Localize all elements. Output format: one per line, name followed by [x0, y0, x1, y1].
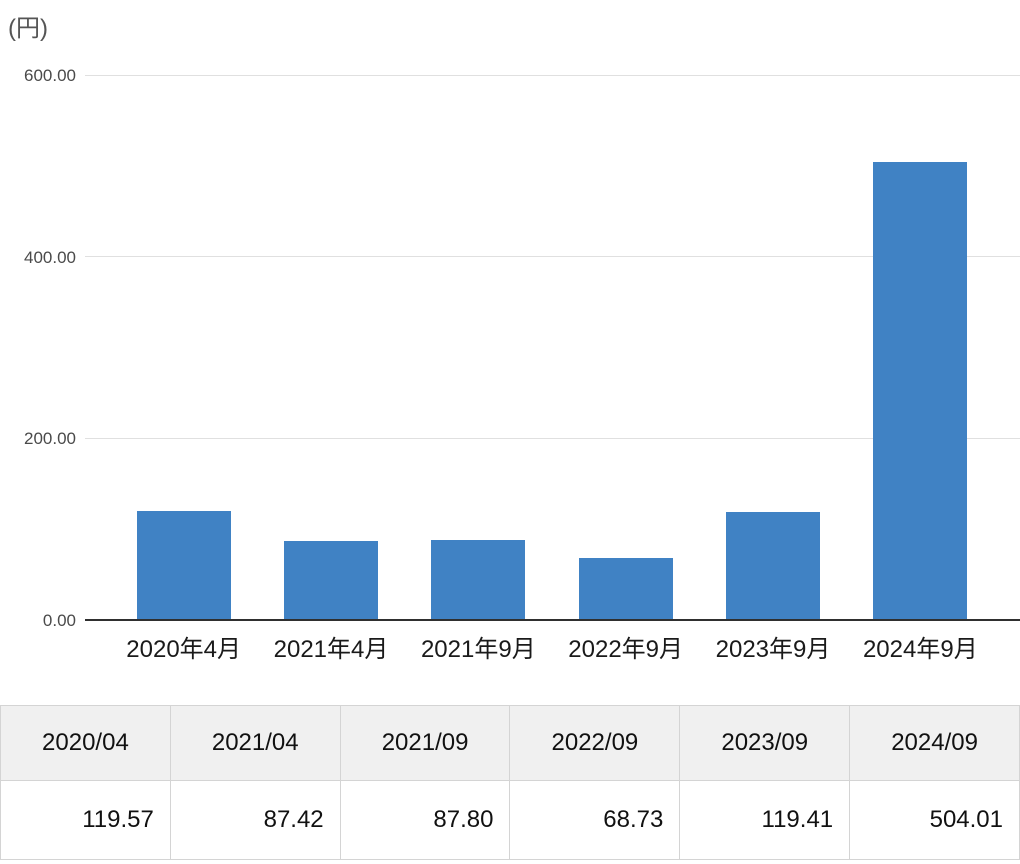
x-axis-line [85, 619, 1020, 621]
table-value-cell: 87.42 [169, 780, 341, 860]
x-axis-tick-label: 2020年4月 [126, 636, 242, 663]
y-axis-tick-label: 400.00 [24, 247, 76, 267]
bar[interactable] [726, 511, 820, 619]
gridline [85, 256, 1020, 258]
table-value-cell: 119.57 [0, 780, 171, 860]
y-axis-tick-label: 0.00 [42, 611, 76, 630]
table-value-cell: 87.80 [339, 780, 511, 860]
bar[interactable] [431, 540, 526, 619]
y-axis-tick-label: 600.00 [24, 66, 76, 85]
gridline [85, 437, 1020, 439]
table-header-cell: 2024/09 [849, 705, 1020, 781]
x-axis-tick-label: 2021年9月 [420, 636, 536, 663]
x-axis-tick-label: 2021年4月 [273, 636, 389, 663]
bar[interactable] [578, 557, 673, 619]
data-table: 2020/04 2021/04 2021/09 2022/09 2023/09 2024/… [0, 705, 1020, 860]
y-axis-tick-label: 200.00 [24, 429, 76, 449]
x-axis-tick-label: 2024年9月 [862, 636, 978, 663]
table-header-row: 2020/04 2021/04 2021/09 2022/09 2023/09 2024/… [0, 705, 1020, 781]
table-header-cell: 2023/09 [679, 705, 851, 781]
gridline [85, 74, 1020, 76]
table-value-cell: 119.41 [679, 780, 851, 860]
table-value-cell: 504.01 [849, 780, 1020, 860]
bar[interactable] [873, 162, 968, 619]
x-axis-tick-label: 2023年9月 [715, 636, 831, 663]
bar[interactable] [284, 540, 378, 619]
table-value-row: 119.57 87.42 87.80 68.73 119.41 504.01 [0, 780, 1020, 860]
table-header-cell: 2021/09 [339, 705, 511, 781]
table-header-cell: 2020/04 [0, 705, 171, 781]
bar[interactable] [136, 511, 231, 619]
y-axis-unit-label: (円) [8, 15, 48, 42]
table-header-cell: 2021/04 [169, 705, 341, 781]
bar-chart: (円) 600.00 400.00 200.00 0.00 2020年4月 2021年4… [8, 15, 1020, 663]
table-value-cell: 68.73 [509, 780, 681, 860]
table-header-cell: 2022/09 [509, 705, 681, 781]
x-axis-tick-label: 2022年9月 [568, 636, 684, 663]
